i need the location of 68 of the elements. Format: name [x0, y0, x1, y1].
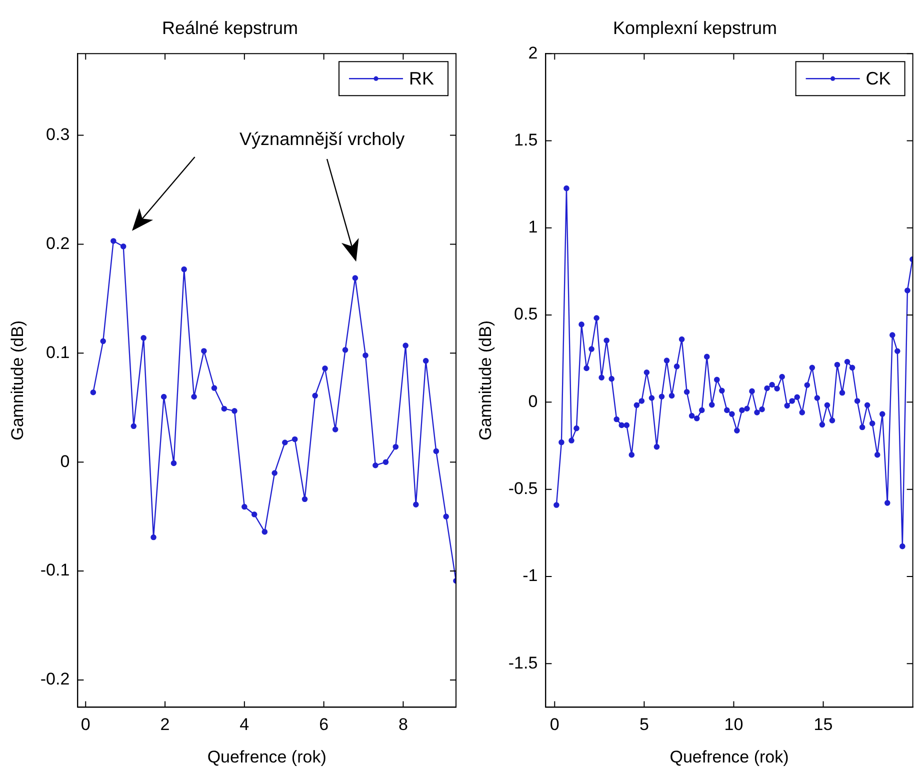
point [120, 244, 126, 250]
y-tick-label: 0 [60, 452, 70, 471]
x-tick-label: 0 [80, 715, 90, 734]
point [272, 470, 278, 476]
point [262, 528, 268, 535]
y-tick-label: 0.1 [46, 342, 70, 362]
annotation: Významnější vrcholy [240, 128, 405, 149]
point [362, 352, 368, 358]
point [251, 511, 258, 518]
point [302, 496, 308, 502]
x-tick-label: 8 [398, 715, 408, 734]
point [211, 385, 218, 391]
x-axis-title: Quefrence (rok) [207, 747, 326, 766]
point [332, 426, 338, 432]
point [90, 389, 96, 396]
y-tick-label: 0.2 [46, 234, 70, 253]
point [110, 238, 116, 244]
point [433, 448, 440, 454]
point [170, 460, 177, 466]
y-tick-label: 0.5 [514, 304, 538, 324]
y-tick-label: -0.5 [508, 479, 538, 498]
point [342, 347, 348, 353]
point [402, 342, 408, 348]
y-tick-label: -0.2 [40, 670, 70, 689]
point [292, 436, 298, 442]
y-tick-label: 0 [528, 392, 538, 411]
point [201, 348, 207, 354]
y-tick-label: 1.5 [514, 130, 538, 150]
x-tick-label: 15 [814, 715, 833, 734]
y-tick-label: -1.5 [508, 653, 538, 672]
point [312, 392, 318, 399]
point [100, 338, 106, 344]
legend-label: RK [408, 68, 434, 89]
point [443, 514, 449, 520]
legend-label: CK [866, 68, 891, 89]
point [322, 366, 328, 372]
y-axis-title: Gamnitude (dB) [8, 320, 27, 440]
point [413, 502, 419, 508]
x-tick-label: 2 [160, 715, 170, 734]
y-tick-label: -0.1 [40, 560, 70, 580]
chart-title: Reálné kepstrum [162, 18, 298, 38]
x-tick-label: 10 [724, 715, 744, 734]
point [352, 275, 358, 281]
y-tick-label: -1 [522, 566, 538, 586]
point [392, 444, 399, 450]
y-axis-title: Gamnitude (dB) [476, 320, 495, 440]
chart-title: Komplexní kepstrum [612, 18, 778, 38]
point [191, 394, 197, 400]
x-tick-label: 6 [319, 715, 329, 734]
x-axis-title: Quefrence (rok) [670, 747, 789, 766]
x-tick-label: 4 [240, 715, 250, 734]
point [232, 408, 238, 414]
point [382, 459, 389, 465]
point [181, 266, 187, 272]
point [221, 406, 228, 412]
point [160, 394, 167, 400]
point [242, 504, 248, 510]
y-tick-label: 1 [528, 218, 538, 237]
y-tick-label: 2 [528, 43, 538, 62]
point [150, 534, 156, 540]
point [372, 462, 378, 468]
x-tick-label: 0 [550, 715, 560, 734]
x-tick-label: 5 [639, 715, 649, 734]
point [140, 335, 146, 341]
point [282, 440, 288, 446]
y-tick-label: 0.3 [46, 124, 70, 144]
point [422, 358, 429, 364]
point [130, 423, 137, 430]
